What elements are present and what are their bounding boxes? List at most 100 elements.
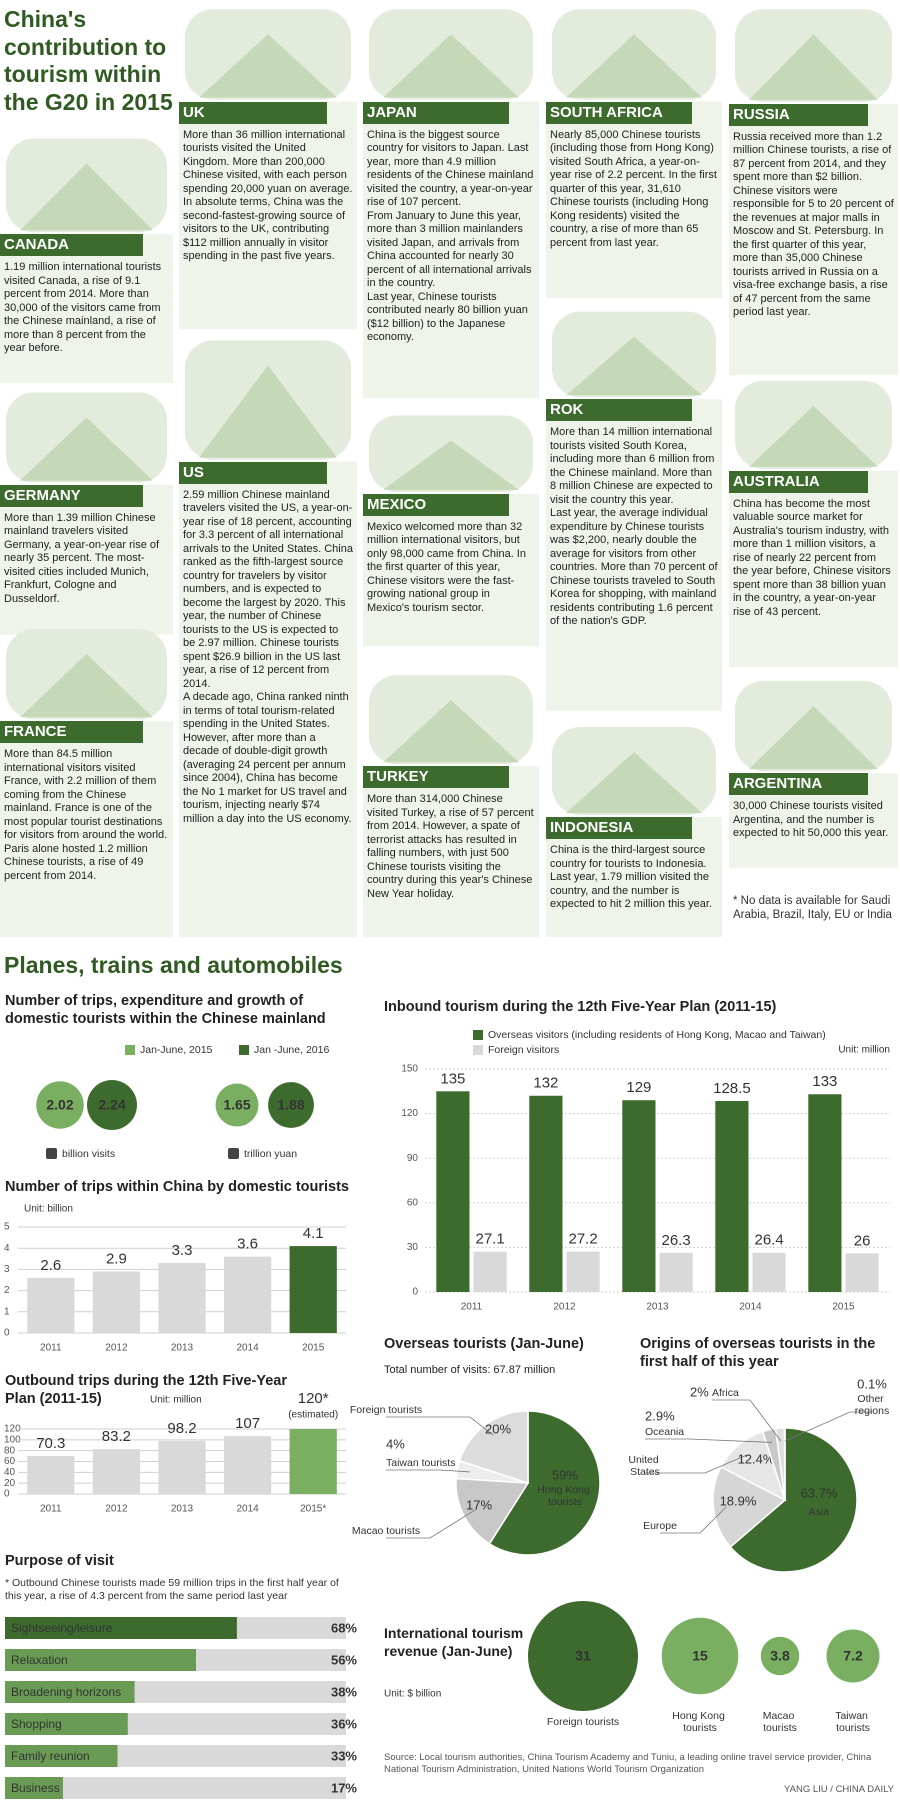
value-label: 1.88 <box>277 1097 304 1113</box>
category-label: trillion yuan <box>244 1148 297 1160</box>
value-label: 2.9 <box>106 1250 127 1267</box>
leader-line <box>784 1411 872 1442</box>
text-panel <box>729 470 898 668</box>
country-text: More than 84.5 million international vis… <box>4 748 169 883</box>
value-label: 2.24 <box>98 1097 125 1113</box>
bar <box>845 1253 879 1292</box>
text-line: Hong Kong <box>672 1710 727 1722</box>
leader-line <box>386 1416 494 1436</box>
paragraph: More than 14 million international touri… <box>550 426 715 506</box>
value-label: 4.1 <box>303 1225 324 1242</box>
value-label: 2% <box>690 1384 709 1399</box>
category-label: Africa <box>712 1387 739 1399</box>
leader-line <box>386 1509 476 1539</box>
text-panel <box>363 493 539 647</box>
section-title: Planes, trains and automobiles <box>4 952 343 978</box>
country-label: MEXICO <box>363 493 509 516</box>
country-text: Mexico welcomed more than 32 million int… <box>367 521 535 616</box>
category-label: Asia <box>809 1506 830 1518</box>
category-label: Macao tourists <box>352 1525 420 1537</box>
text-line: Macao <box>763 1710 797 1722</box>
paragraph: More than 84.5 million international vis… <box>4 748 168 882</box>
value-label: 132 <box>533 1075 558 1092</box>
value-label: 83.2 <box>102 1428 131 1445</box>
country-label: ARGENTINA <box>729 773 868 796</box>
value-label: 27.2 <box>568 1231 597 1248</box>
category-label: Other regions <box>855 1393 889 1417</box>
country-text: China is the third-largest source countr… <box>550 844 718 912</box>
category-label: Family reunion <box>11 1749 90 1763</box>
y-tick-label: 5 <box>4 1222 10 1233</box>
value-label: 2.6 <box>40 1257 61 1274</box>
bar <box>5 1745 118 1767</box>
country-label: AUSTRALIA <box>729 470 868 493</box>
illustration <box>199 365 337 458</box>
illustration <box>566 752 702 814</box>
chart-note: * Outbound Chinese tourists made 59 mill… <box>5 1577 339 1602</box>
unit-label: Unit: million <box>838 1045 890 1056</box>
bubble <box>87 1080 137 1130</box>
x-tick-label: 2014 <box>236 1504 259 1515</box>
unit-label: Unit: $ billion <box>384 1689 441 1700</box>
value-label: 27.1 <box>475 1231 504 1248</box>
country-text: 30,000 Chinese tourists visited Argentin… <box>733 800 894 841</box>
category-label: Europe <box>643 1520 677 1532</box>
category-label: Shopping <box>11 1717 62 1731</box>
leader-line <box>712 1399 782 1442</box>
value-label: 1.65 <box>223 1097 250 1113</box>
category-label: Business <box>11 1781 60 1795</box>
value-label: 7.2 <box>843 1648 863 1664</box>
paragraph: China is the third-largest source countr… <box>550 844 713 911</box>
paragraph: 30,000 Chinese tourists visited Argentin… <box>733 800 889 840</box>
bar <box>622 1100 656 1292</box>
category-label: Foreign tourists <box>350 1404 422 1416</box>
legend-label: Foreign visitors <box>488 1044 559 1056</box>
y-tick-label: 120 <box>401 1108 418 1119</box>
bar <box>223 1436 272 1494</box>
chart-title: Number of trips, expenditure and growth … <box>5 993 326 1028</box>
x-tick-label: 2015 <box>832 1302 855 1313</box>
y-tick-label: 40 <box>4 1467 16 1478</box>
category-label: Hong Kong tourists <box>672 1710 727 1734</box>
value-label: 4% <box>386 1436 405 1451</box>
text-line: States <box>630 1466 660 1478</box>
chart-title: Outbound trips during the 12th Five-Year… <box>5 1373 287 1408</box>
y-tick-label: 120 <box>4 1424 21 1435</box>
bar <box>289 1246 337 1333</box>
pie-slice <box>455 1477 530 1545</box>
country-text: China has become the most valuable sourc… <box>733 498 894 620</box>
category-label: billion visits <box>62 1148 115 1160</box>
category-label: Macao tourists <box>763 1710 797 1734</box>
text-line: tourists <box>763 1722 797 1734</box>
country-text: 2.59 million Chinese mainland travelers … <box>183 489 353 827</box>
paragraph: China has become the most valuable sourc… <box>733 497 891 618</box>
value-label: 135 <box>440 1070 465 1087</box>
text-panel <box>363 101 539 399</box>
country-text: Nearly 85,000 Chinese tourists (includin… <box>550 129 718 251</box>
paragraph: Russia received more than 1.2 million Ch… <box>733 130 894 319</box>
value-label: 26.4 <box>754 1232 783 1249</box>
illustration <box>566 34 702 98</box>
legend-swatch <box>473 1045 483 1055</box>
text-line: Taiwan <box>835 1710 871 1722</box>
text-panel <box>546 101 722 298</box>
value-label: 12.4% <box>738 1451 775 1466</box>
legend-label: Overseas visitors (including residents o… <box>488 1029 826 1041</box>
bar <box>289 1429 337 1494</box>
legend-swatch <box>239 1045 249 1055</box>
value-label: 129 <box>626 1079 651 1096</box>
category-label: Relaxation <box>11 1653 68 1667</box>
chart-title: Number of trips within China by domestic… <box>5 1179 349 1195</box>
annotation: (estimated) <box>288 1410 338 1421</box>
paragraph: 2.59 million Chinese mainland travelers … <box>183 488 353 690</box>
bar <box>5 1649 196 1671</box>
country-label: UK <box>179 101 327 124</box>
country-label: ROK <box>546 399 692 422</box>
paragraph: From January to June this year, more tha… <box>367 209 532 290</box>
x-tick-label: 2013 <box>171 1343 194 1354</box>
bubble <box>826 1629 880 1683</box>
y-tick-label: 90 <box>407 1153 419 1164</box>
country-text: Russia received more than 1.2 million Ch… <box>733 131 894 320</box>
bar <box>27 1277 75 1333</box>
